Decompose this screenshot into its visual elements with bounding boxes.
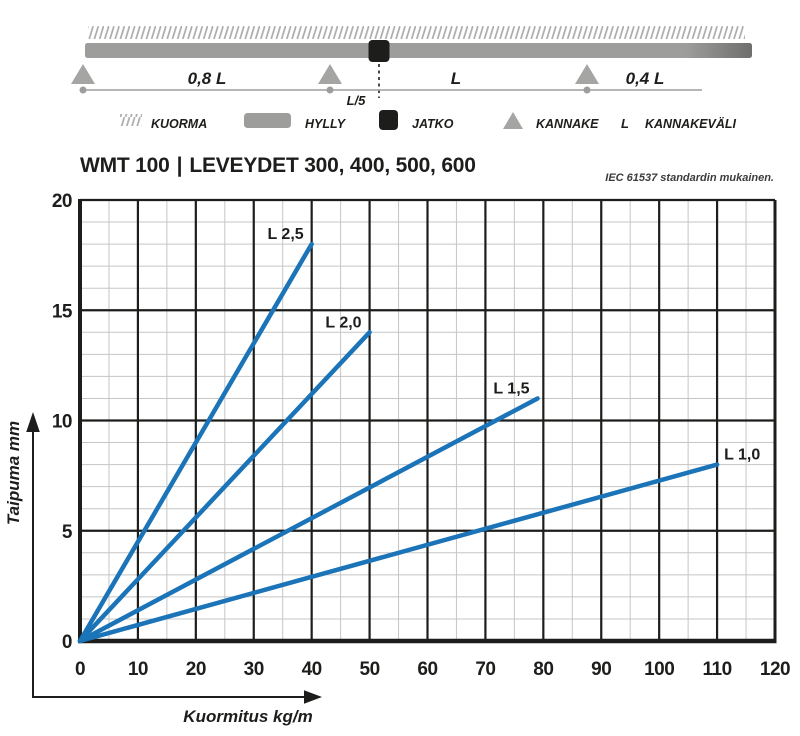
bracket-triangle-icon	[503, 112, 523, 129]
y-axis-arrow-head	[26, 412, 40, 432]
x-tick-label: 0	[75, 659, 85, 680]
x-tick-label: 40	[302, 659, 322, 680]
span-label-right: 0,4 L	[626, 69, 665, 88]
joint-offset-label: L/5	[347, 93, 367, 108]
bracket-triangle	[318, 64, 342, 84]
series-label: L 2,5	[267, 226, 303, 243]
tick-labels: 0 10 20 30 40 50 60 70 80 90 100 110 120 0 5 10 15 20	[52, 191, 791, 680]
x-axis-arrow-head	[304, 690, 322, 704]
axis-arrows	[26, 412, 322, 704]
x-tick-label: 20	[186, 659, 206, 680]
series-label: L 2,0	[325, 314, 361, 331]
shelf-schematic: 0,8 L L 0,4 L L/5 KUORMA HYLLY JATKO KAN…	[71, 26, 752, 131]
title-separator: |	[176, 154, 183, 177]
legend-label-kannakevali: KANNAKEVÄLI	[645, 116, 737, 131]
legend-label-kannake: KANNAKE	[536, 117, 599, 131]
x-tick-label: 110	[703, 659, 732, 680]
load-hatch-icon	[120, 114, 142, 126]
legend-label-jatko: JATKO	[412, 117, 454, 131]
shelf-bar-icon	[244, 113, 291, 128]
x-tick-label: 30	[244, 659, 264, 680]
deflection-chart: L 2,5L 2,0L 1,5L 1,0 0 10 20 30 40 50 60 70 80 90…	[4, 191, 791, 726]
x-tick-label: 90	[591, 659, 611, 680]
span-length-symbol: L	[621, 116, 629, 131]
bracket-triangle	[71, 64, 95, 84]
product-name: WMT 100	[80, 154, 170, 177]
y-tick-label: 0	[62, 632, 72, 653]
x-tick-label: 120	[760, 659, 790, 680]
series-line	[77, 241, 314, 644]
span-label-middle: L	[451, 69, 461, 88]
y-tick-label: 20	[52, 191, 72, 212]
header: WMT 100 | LEVEYDET 300, 400, 500, 600 IEC …	[0, 150, 800, 184]
major-gridlines	[80, 198, 777, 641]
x-tick-label: 50	[360, 659, 380, 680]
series-line	[77, 330, 372, 644]
y-tick-label: 10	[52, 412, 72, 433]
x-tick-label: 60	[417, 659, 437, 680]
span-node	[583, 86, 591, 94]
series-line	[77, 396, 540, 644]
joint-square	[368, 40, 390, 62]
joint-square-icon	[379, 110, 398, 130]
y-tick-label: 15	[52, 301, 73, 322]
x-tick-label: 80	[533, 659, 553, 680]
x-tick-label: 100	[644, 659, 674, 680]
shelf-bar	[85, 43, 752, 58]
widths-list: LEVEYDET 300, 400, 500, 600	[189, 154, 476, 177]
legend-label-kuorma: KUORMA	[151, 117, 207, 131]
x-tick-label: 10	[128, 659, 148, 680]
bracket-triangle	[575, 64, 599, 84]
series-label: L 1,0	[724, 447, 760, 464]
legend-label-hylly: HYLLY	[305, 117, 347, 131]
series-lines: L 2,5 L 2,0 L 1,5 L 1,0	[77, 226, 760, 644]
span-label-left: 0,8 L	[188, 69, 227, 88]
y-axis-title: Taipuma mm	[4, 421, 23, 525]
schematic-legend: KUORMA HYLLY JATKO KANNAKE L KANNAKEVÄLI	[120, 110, 737, 131]
standard-note: IEC 61537 standardin mukainen.	[605, 172, 774, 184]
series-line	[77, 462, 720, 644]
page-title: WMT 100 | LEVEYDET 300, 400, 500, 600	[80, 154, 476, 178]
x-axis-title: Kuormitus kg/m	[183, 707, 312, 726]
span-node	[326, 86, 334, 94]
load-hatch	[88, 26, 745, 39]
series-label: L 1,5	[493, 380, 529, 397]
span-node	[79, 86, 87, 94]
axes	[78, 199, 777, 644]
y-tick-label: 5	[62, 522, 73, 543]
x-tick-label: 70	[475, 659, 495, 680]
